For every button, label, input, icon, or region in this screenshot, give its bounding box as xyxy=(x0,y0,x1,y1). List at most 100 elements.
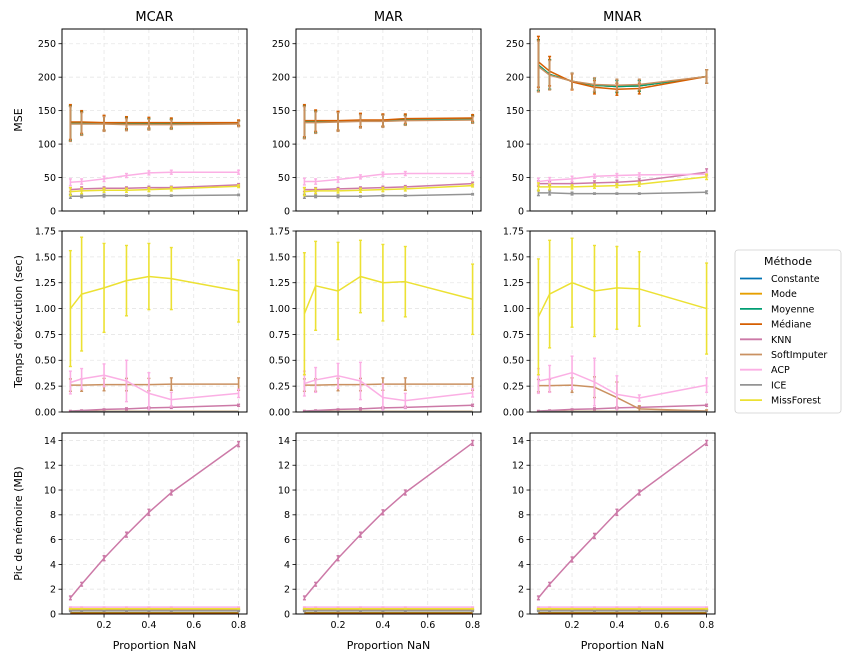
y-tick-label: 12 xyxy=(512,461,524,472)
legend-title: Méthode xyxy=(764,255,812,268)
series-line-knn xyxy=(304,404,473,412)
y-tick-label: 8 xyxy=(518,510,524,521)
y-tick-label: 50 xyxy=(278,173,290,184)
series-ice xyxy=(68,609,241,613)
y-tick-label: 1.50 xyxy=(35,252,56,263)
y-tick-label: 1.25 xyxy=(269,278,290,289)
series-acp xyxy=(68,359,241,412)
y-tick-label: 1.75 xyxy=(35,226,56,237)
series-softimputer xyxy=(68,105,241,143)
series-line-knn xyxy=(537,442,708,599)
series-line-mode xyxy=(537,64,707,88)
legend: Méthode Constante Mode Moyenne Médiane KNN Sof… xyxy=(734,249,842,414)
series-line-ice xyxy=(304,193,473,198)
legend-label: ICE xyxy=(771,380,786,391)
legend-item-softimputer: SoftImputer xyxy=(740,350,827,361)
y-tick-label: 4 xyxy=(50,560,56,571)
y-tick-label: 150 xyxy=(506,106,524,117)
series-line-missforest xyxy=(303,275,473,315)
series-line-softimputer xyxy=(304,383,473,386)
legend-label: Constante xyxy=(771,274,820,285)
y-tick-label: 6 xyxy=(284,535,290,546)
x-tick-label: 0.6 xyxy=(420,620,435,631)
series-softimputer xyxy=(302,377,475,393)
legend-label: SoftImputer xyxy=(771,350,827,361)
y-tick-label: 0.50 xyxy=(503,356,524,367)
series-mediane xyxy=(68,103,241,141)
legend-item-moyenne: Moyenne xyxy=(740,304,815,315)
y-tick-label: 0.50 xyxy=(269,356,290,367)
series-ice xyxy=(536,609,709,613)
x-tick-label: 0.4 xyxy=(375,620,390,631)
y-tick-label: 14 xyxy=(278,436,290,447)
series-line-missforest xyxy=(537,281,707,318)
series-softimputer xyxy=(536,40,709,93)
x-tick-label: 0.4 xyxy=(141,620,156,631)
legend-item-acp: ACP xyxy=(740,365,790,376)
y-tick-label: 200 xyxy=(272,73,290,84)
series-missforest xyxy=(68,236,241,368)
y-tick-label: 0 xyxy=(284,206,290,217)
x-tick-label: 0.6 xyxy=(186,620,201,631)
legend-item-knn: KNN xyxy=(740,335,791,346)
y-tick-label: 100 xyxy=(38,139,56,150)
y-tick-label: 0 xyxy=(50,206,56,217)
y-axis-label-pic-de-memoire: Pic de mémoire (MB) xyxy=(12,466,25,580)
x-axis-label: Proportion NaN xyxy=(581,639,664,652)
panel-series-group xyxy=(302,439,475,614)
y-tick-label: 0.25 xyxy=(35,382,56,393)
series-ice xyxy=(302,609,475,613)
y-tick-label: 150 xyxy=(38,106,56,117)
y-tick-label: 100 xyxy=(506,139,524,150)
y-tick-label: 10 xyxy=(278,485,290,496)
series-knn xyxy=(68,440,241,601)
y-tick-label: 1.00 xyxy=(503,304,524,315)
x-tick-label: 0.8 xyxy=(465,620,480,631)
series-missforest xyxy=(302,239,475,376)
x-axis-label: Proportion NaN xyxy=(347,639,430,652)
y-tick-label: 14 xyxy=(512,436,524,447)
panel-pic-de-memoire-mnar: 0 2 4 6 8 10 12 14 0.2 0.4 0.6 0.8 Proportion NaN xyxy=(512,432,716,652)
x-tick-label: 0.4 xyxy=(609,620,624,631)
legend-label: Mode xyxy=(771,289,797,300)
x-tick-label: 0.2 xyxy=(96,620,111,631)
panel-series-group xyxy=(536,35,709,197)
y-tick-label: 4 xyxy=(284,560,290,571)
series-line-knn xyxy=(69,443,240,599)
legend-item-missforest: MissForest xyxy=(740,396,821,407)
series-line-ice xyxy=(70,194,239,198)
y-tick-label: 1.25 xyxy=(35,278,56,289)
y-tick-label: 150 xyxy=(272,106,290,117)
legend-item-ice: ICE xyxy=(740,380,786,391)
column-title-mnar: MNAR xyxy=(603,10,642,25)
y-tick-label: 50 xyxy=(44,173,56,184)
legend-label: Médiane xyxy=(771,320,812,331)
y-tick-label: 1.00 xyxy=(269,304,290,315)
y-tick-label: 0.75 xyxy=(503,330,524,341)
series-acp xyxy=(68,169,241,187)
y-tick-label: 14 xyxy=(44,436,56,447)
series-acp xyxy=(302,170,475,186)
panel-mse-mnar: 0 50 100 150 200 250 xyxy=(506,28,716,217)
panel-series-group xyxy=(68,440,241,614)
panel-series-group xyxy=(536,439,709,614)
y-tick-label: 1.75 xyxy=(503,226,524,237)
series-line-softimputer xyxy=(70,123,239,126)
panel-temps-d-execution-mcar: 0.00 0.25 0.50 0.75 1.00 1.25 1.50 1.75 xyxy=(35,226,248,418)
panel-frame xyxy=(529,28,716,212)
series-line-mediane xyxy=(70,121,239,124)
panel-series-group xyxy=(68,103,241,199)
series-line-softimputer xyxy=(537,65,707,86)
legend-item-mode: Mode xyxy=(740,289,797,300)
y-tick-label: 200 xyxy=(506,73,524,84)
series-knn xyxy=(302,439,475,601)
series-line-missforest xyxy=(69,275,239,310)
y-tick-label: 8 xyxy=(50,510,56,521)
y-tick-label: 2 xyxy=(284,585,290,596)
legend-label: Moyenne xyxy=(771,304,815,315)
series-acp xyxy=(536,171,709,186)
y-tick-label: 0.00 xyxy=(503,407,524,418)
series-missforest xyxy=(302,183,475,197)
panel-frame xyxy=(295,28,482,212)
y-tick-label: 0 xyxy=(284,609,290,620)
